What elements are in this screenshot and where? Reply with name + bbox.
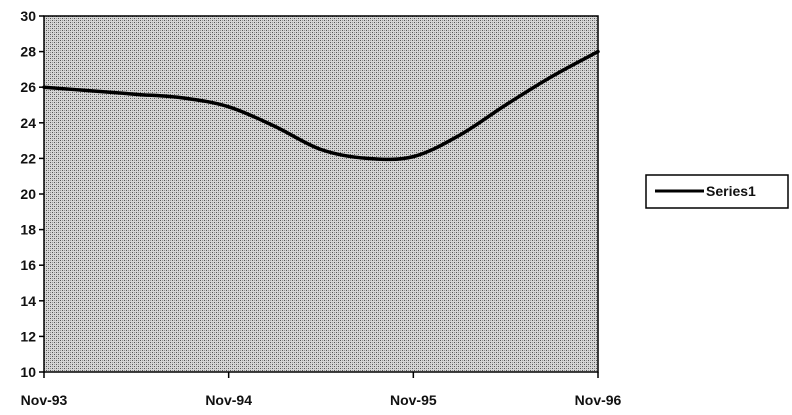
series-line-series1 bbox=[42, 49, 600, 162]
x-tick-label: Nov-95 bbox=[390, 392, 437, 408]
x-tick-label: Nov-93 bbox=[21, 392, 68, 408]
y-tick-label: 22 bbox=[20, 150, 36, 166]
series-layer bbox=[42, 49, 600, 162]
legend: Series1 bbox=[645, 174, 789, 209]
plot-area bbox=[43, 15, 599, 373]
y-tick-label: 28 bbox=[20, 44, 36, 60]
x-tick-label: Nov-94 bbox=[205, 392, 252, 408]
y-tick-label: 26 bbox=[20, 79, 36, 95]
y-tick-label: 24 bbox=[20, 115, 36, 131]
y-tick-label: 18 bbox=[20, 222, 36, 238]
y-tick-label: 12 bbox=[20, 328, 36, 344]
y-tick-label: 30 bbox=[20, 8, 36, 24]
x-tick-label: Nov-96 bbox=[575, 392, 622, 408]
y-axis: 10 12 14 16 18 20 22 24 26 28 30 bbox=[20, 8, 44, 380]
y-tick-label: 20 bbox=[20, 186, 36, 202]
y-tick-label: 10 bbox=[20, 364, 36, 380]
legend-label-series1: Series1 bbox=[706, 183, 756, 199]
y-tick-label: 16 bbox=[20, 257, 36, 273]
y-tick-label: 14 bbox=[20, 293, 36, 309]
x-axis: Nov-93 Nov-94 Nov-95 Nov-96 bbox=[21, 372, 622, 408]
